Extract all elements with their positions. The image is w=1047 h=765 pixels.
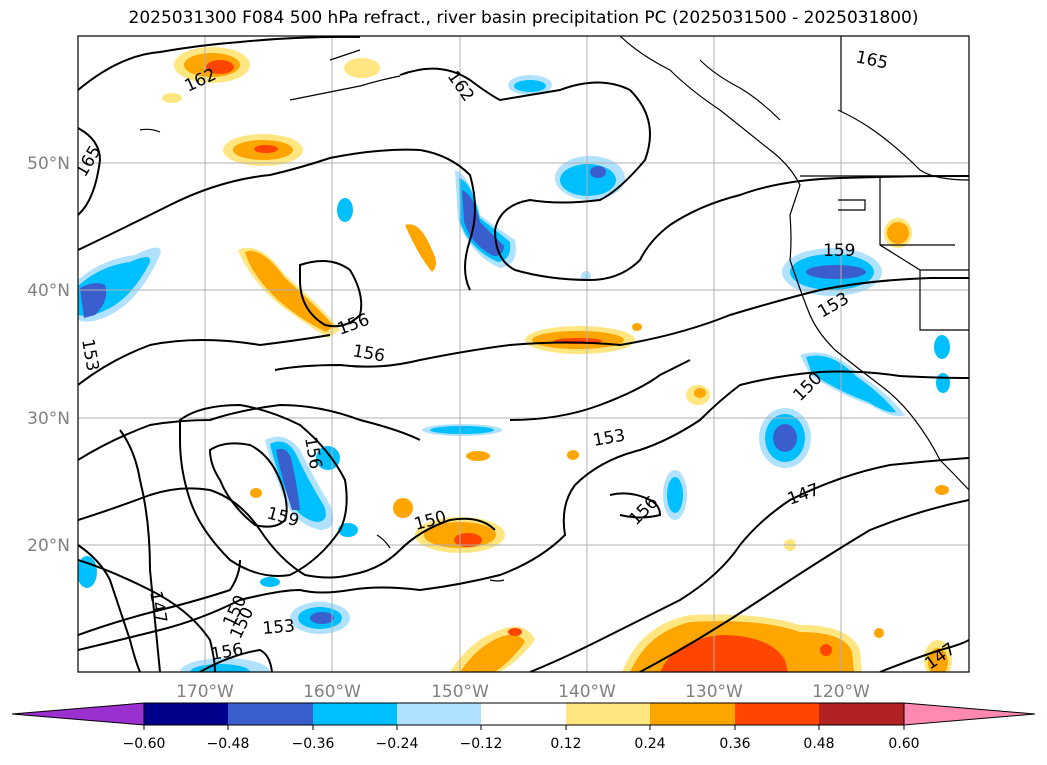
colorbar-bin (228, 703, 313, 725)
precip-negative-patch (316, 446, 340, 470)
precip-positive-patch (245, 251, 334, 332)
precip-positive-patch (887, 222, 909, 244)
contour-label: 153 (262, 616, 296, 639)
map-frame (77, 35, 970, 673)
lon-label: 140°W (558, 682, 616, 702)
colorbar-tick-label: −0.60 (123, 736, 166, 752)
precip-positive-patch (874, 628, 884, 638)
colorbar-tick-label: −0.12 (460, 736, 503, 752)
colorbar: −0.60 −0.48 −0.36 −0.24 −0.12 0.12 0.24 … (11, 702, 1036, 752)
precip-positive-patch (344, 58, 380, 78)
colorbar-tick-label: 0.24 (634, 736, 665, 752)
precip-positive-patch (928, 648, 948, 672)
contour-label: 159 (823, 241, 855, 261)
precip-positive-patch (162, 93, 182, 103)
colorbar-bin (566, 703, 650, 725)
precip-negative-patch (581, 271, 591, 281)
precip-positive-patch (466, 451, 490, 461)
precip-negative-patch (462, 190, 504, 256)
colorbar-tick-label: −0.48 (207, 736, 250, 752)
lat-label: 30°N (27, 409, 70, 429)
precip-positive-patch (206, 60, 234, 74)
colorbar-bin (481, 703, 566, 725)
lon-label: 130°W (685, 682, 743, 702)
lat-label: 50°N (27, 154, 70, 174)
colorbar-tick-label: 0.60 (888, 736, 919, 752)
lon-label: 170°W (176, 682, 234, 702)
lon-label: 120°W (812, 682, 870, 702)
colorbar-tick-label: 0.12 (550, 736, 581, 752)
precip-positive-patch (254, 145, 278, 153)
latitude-labels: 50°N 40°N 30°N 20°N (27, 154, 70, 556)
lon-label: 150°W (431, 682, 489, 702)
precip-negative-patch (936, 373, 950, 393)
refractivity-contours (78, 36, 969, 672)
precip-negative-patch (430, 426, 494, 434)
lat-label: 40°N (27, 281, 70, 301)
precip-negative-patch (514, 80, 546, 92)
graticule (78, 36, 969, 672)
colorbar-extend-min (11, 702, 145, 726)
lat-label: 20°N (27, 536, 70, 556)
colorbar-tick-label: −0.24 (376, 736, 419, 752)
precip-negative-patch (310, 612, 334, 624)
map-panel (78, 36, 969, 672)
precip-negative-patch (338, 523, 358, 537)
precip-positive-patch (508, 628, 522, 636)
colorbar-bin (397, 703, 481, 725)
precip-positive-patch (935, 485, 949, 495)
colorbar-bin (650, 703, 735, 725)
figure-title: 2025031300 F084 500 hPa refract., river … (128, 8, 919, 28)
precip-negative-patch (560, 164, 616, 196)
colorbar-bin (819, 703, 904, 725)
coastlines (139, 36, 969, 582)
precip-positive-patch (405, 224, 436, 272)
precip-negative-patch (260, 577, 280, 587)
precip-positive-patch (660, 635, 788, 672)
precip-positive-patch (632, 323, 642, 331)
precip-positive-patch (460, 634, 525, 672)
colorbar-bin (313, 703, 397, 725)
colorbar-tick-label: −0.36 (292, 736, 335, 752)
precip-negative-patch (80, 283, 107, 318)
colorbar-extend-max (903, 702, 1036, 726)
precip-positive-patch (454, 533, 482, 547)
precip-negative-patch (590, 166, 606, 178)
precip-negative-patch (667, 477, 683, 513)
colorbar-tick-label: 0.36 (719, 736, 750, 752)
precip-negative-patch (773, 424, 797, 452)
contour-label: 153 (77, 337, 102, 372)
precip-positive-patch (820, 644, 832, 656)
precip-negative-patch (276, 448, 300, 510)
precip-positive-patch (567, 450, 579, 460)
precip-positive-patch (250, 488, 262, 498)
colorbar-tick-label: 0.48 (803, 736, 834, 752)
colorbar-frame (143, 702, 905, 726)
lon-label: 160°W (303, 682, 361, 702)
longitude-labels: 170°W 160°W 150°W 140°W 130°W 120°W (176, 682, 870, 702)
colorbar-bin (735, 703, 819, 725)
precip-negative-patch (806, 265, 866, 279)
precip-negative-patch (806, 355, 896, 413)
precip-negative-patch (934, 335, 950, 359)
precip-negative-patch (337, 198, 353, 222)
precip-positive-patch (694, 388, 706, 398)
colorbar-bin (144, 703, 228, 725)
precip-positive-patch (393, 498, 413, 518)
